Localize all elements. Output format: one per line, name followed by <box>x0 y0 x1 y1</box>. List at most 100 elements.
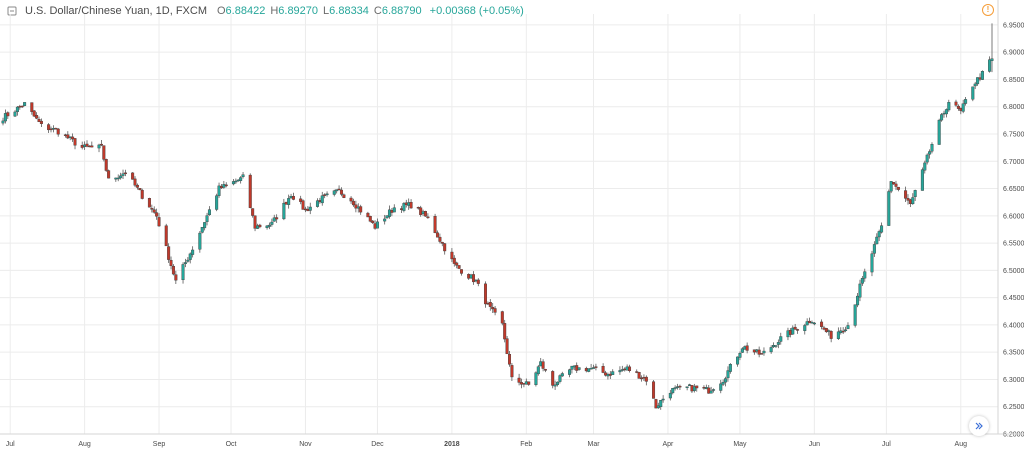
candle <box>119 172 123 180</box>
candle <box>366 211 370 218</box>
candle <box>906 194 910 205</box>
candle <box>493 306 497 316</box>
candle <box>877 229 881 242</box>
candle <box>544 368 548 373</box>
double-chevron-right-icon <box>975 422 983 430</box>
candle <box>419 205 423 217</box>
candle <box>56 127 60 137</box>
candle <box>510 362 514 381</box>
candle <box>860 276 864 286</box>
candle <box>973 81 977 90</box>
candle <box>505 335 509 355</box>
candle <box>457 265 461 270</box>
candle <box>779 332 783 345</box>
candle <box>500 310 504 326</box>
candle <box>368 215 372 223</box>
candle <box>186 257 190 263</box>
candle <box>738 351 742 361</box>
candle <box>988 56 992 73</box>
candle <box>553 380 557 390</box>
candle <box>323 193 327 199</box>
candle <box>409 199 413 209</box>
candle <box>325 191 329 197</box>
candle <box>123 169 127 177</box>
candle <box>241 171 245 179</box>
y-tick-label: 6.65000 <box>1003 186 1024 193</box>
candle <box>671 387 675 395</box>
y-tick-label: 6.20000 <box>1003 432 1024 439</box>
candle <box>73 137 77 150</box>
candle <box>32 110 36 118</box>
candle <box>880 222 884 234</box>
x-tick-label: Feb <box>520 441 532 448</box>
candle <box>976 77 980 86</box>
candle <box>37 116 41 123</box>
y-tick-label: 6.25000 <box>1003 404 1024 411</box>
candle <box>371 220 375 224</box>
candle <box>107 169 111 179</box>
x-tick-label: Apr <box>662 441 674 448</box>
candle <box>205 212 209 226</box>
candle <box>198 231 202 253</box>
y-tick-label: 6.45000 <box>1003 295 1024 302</box>
candle <box>97 143 101 153</box>
candle <box>769 345 773 354</box>
candle <box>6 111 10 119</box>
candle <box>375 218 379 229</box>
candle <box>618 366 622 375</box>
candle <box>188 252 192 264</box>
candle <box>270 218 274 227</box>
candle <box>435 230 439 238</box>
candle <box>23 102 27 107</box>
candle <box>455 261 459 269</box>
ohlc-high: H6.89270 <box>270 5 319 17</box>
candle <box>354 200 358 213</box>
candle <box>191 246 195 258</box>
candle <box>558 374 562 384</box>
candle <box>894 180 898 191</box>
x-tick-label: Jul <box>6 441 15 448</box>
x-tick-label: Aug <box>78 441 91 448</box>
candle <box>265 225 269 230</box>
candle <box>724 376 728 387</box>
candle <box>121 169 125 179</box>
candle <box>668 389 672 401</box>
y-tick-label: 6.30000 <box>1003 377 1024 384</box>
candle <box>944 108 948 118</box>
candle <box>267 222 271 230</box>
candle <box>471 271 475 285</box>
candle <box>541 359 545 372</box>
chart-header: U.S. Dollar/Chinese Yuan, 1D, FXCM O6.88… <box>5 3 524 19</box>
y-tick-label: 6.50000 <box>1003 268 1024 275</box>
candle <box>990 23 994 73</box>
candle <box>654 398 658 409</box>
collapse-icon[interactable] <box>5 4 19 18</box>
candle <box>299 195 303 205</box>
candle <box>335 189 339 194</box>
candlestick-series <box>1 23 994 410</box>
candle <box>147 197 151 208</box>
candle <box>508 350 512 367</box>
y-tick-label: 6.80000 <box>1003 104 1024 111</box>
candle <box>387 205 391 219</box>
candle <box>844 326 848 333</box>
candle <box>491 303 495 313</box>
candle <box>215 193 219 212</box>
candle <box>337 185 341 191</box>
candle <box>896 186 900 192</box>
candle <box>488 299 492 311</box>
info-icon[interactable]: ! <box>982 4 994 16</box>
candle <box>383 214 387 225</box>
candle <box>810 320 814 324</box>
candle <box>438 233 442 244</box>
scroll-to-realtime-button[interactable] <box>969 416 989 436</box>
candle <box>635 369 639 374</box>
candle <box>231 178 235 186</box>
candle <box>971 86 975 102</box>
candle <box>772 342 776 349</box>
candle <box>433 213 437 234</box>
candle <box>805 318 809 326</box>
candle <box>923 160 927 174</box>
candle <box>568 368 572 378</box>
